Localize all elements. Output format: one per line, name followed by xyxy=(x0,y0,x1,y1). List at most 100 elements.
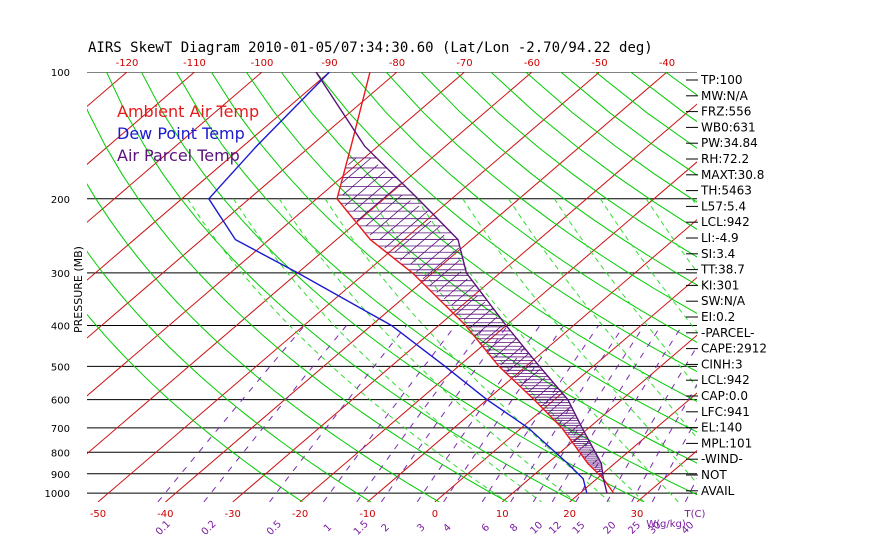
mixing-ratio-line xyxy=(203,325,347,502)
moist-adiabat-line xyxy=(553,198,697,389)
cape-hatch-line xyxy=(493,338,517,359)
mixing-ratio-line xyxy=(322,325,456,502)
mixing-ratio-tick-label: 0.5 xyxy=(265,519,284,538)
mixing-ratio-tick-label: 3 xyxy=(415,522,427,534)
profile-layer xyxy=(207,72,615,494)
cape-hatch-layer xyxy=(337,157,604,478)
dry-adiabat-line xyxy=(665,72,697,96)
isotherm-line xyxy=(0,72,60,502)
sounding-index: LCL:942 xyxy=(701,215,750,229)
pressure-tick-label: 400 xyxy=(51,322,70,333)
sounding-index: TT:38.7 xyxy=(700,263,745,277)
cape-hatch-line xyxy=(480,325,503,345)
pressure-tick-label: 1000 xyxy=(45,489,70,500)
bottom-temp-tick-label: -20 xyxy=(292,509,308,520)
mixing-ratio-line xyxy=(551,325,662,502)
top-temp-tick-label: -50 xyxy=(591,58,607,69)
isotherm-line xyxy=(367,219,697,502)
cape-hatch-line xyxy=(474,316,498,337)
mixing-ratio-tick-label: 1 xyxy=(322,522,334,534)
sounding-index: MAXT:30.8 xyxy=(701,168,764,182)
cape-hatch-line xyxy=(507,353,530,372)
cape-hatch-line xyxy=(379,205,420,240)
legend-entry: Ambient Air Temp xyxy=(117,102,259,121)
legend: Ambient Air Temp Dew Point Temp Air Parcel… xyxy=(117,102,259,165)
pressure-tick-label: 200 xyxy=(51,195,70,206)
sounding-index: PW:34.84 xyxy=(701,136,758,150)
pressure-tick-label: 900 xyxy=(51,470,70,481)
mixing-ratio-tick-label: 1.5 xyxy=(352,519,371,538)
isotherm-line xyxy=(87,72,263,223)
moist-adiabat-line xyxy=(599,198,697,333)
sounding-index: TH:5463 xyxy=(700,184,752,198)
isotherm-line xyxy=(299,161,697,502)
moist-adiabat-line xyxy=(232,198,542,502)
moist-adiabat-line xyxy=(278,198,577,502)
isotherm-line xyxy=(501,334,697,502)
cape-hatch-line xyxy=(547,398,565,414)
isotherm-line xyxy=(87,72,398,339)
cape-hatch-line xyxy=(500,345,523,366)
dry-adiabat-line xyxy=(87,183,440,502)
mixing-ratio-line xyxy=(157,325,305,502)
top-temp-tick-label: -60 xyxy=(524,58,540,69)
sounding-index: RH:72.2 xyxy=(701,152,749,166)
cape-hatch-line xyxy=(365,194,403,227)
top-temp-tick-label: -80 xyxy=(389,58,405,69)
cape-hatch-line xyxy=(410,234,445,265)
cape-hatch-line xyxy=(541,391,559,407)
sounding-index: L57:5.4 xyxy=(701,199,746,213)
profile-line xyxy=(315,72,608,494)
dry-adiabat-line xyxy=(280,72,697,403)
cape-hatch-line xyxy=(515,362,534,379)
top-temp-tick-label: -70 xyxy=(456,58,472,69)
sounding-index: TP:100 xyxy=(700,73,743,87)
cape-hatch-line xyxy=(520,368,541,387)
cape-hatch-line xyxy=(534,383,553,400)
dry-adiabat-line xyxy=(87,107,508,502)
pressure-tick-label: 100 xyxy=(51,68,70,79)
sounding-index: CAP:0.0 xyxy=(701,389,748,403)
moist-adiabat-line xyxy=(462,198,697,485)
sounding-index: EI:0.2 xyxy=(701,310,735,324)
sounding-index: CAPE:2912 xyxy=(701,342,767,356)
cape-hatch-line xyxy=(422,247,460,280)
mixing-ratio-line xyxy=(356,325,486,502)
sounding-index: LCL:942 xyxy=(701,373,750,387)
moist-adiabat-line xyxy=(416,198,679,502)
isotherm-line xyxy=(87,72,330,281)
sounding-index: KI:301 xyxy=(701,278,739,292)
sounding-index: AVAIL xyxy=(701,484,735,498)
isotherm-line xyxy=(87,72,465,397)
isotherm-line xyxy=(87,72,533,455)
top-temp-tick-label: -110 xyxy=(183,58,206,69)
cape-hatch-line xyxy=(384,210,429,249)
cape-hatch-line xyxy=(342,164,379,196)
y-axis-label: PRESSURE (MB) xyxy=(72,246,85,333)
isotherm-line xyxy=(97,72,600,502)
bottom-temp-tick-label: 0 xyxy=(432,509,438,520)
mixing-ratio-line xyxy=(481,325,599,502)
cape-hatch-line xyxy=(554,405,572,421)
moist-adiabat-line xyxy=(370,198,645,502)
mixing-ratio-line xyxy=(575,325,683,502)
isotherm-line xyxy=(569,392,697,502)
cape-hatch-line xyxy=(353,177,394,212)
sounding-index: CINH:3 xyxy=(701,357,743,371)
sounding-index: -PARCEL- xyxy=(701,326,755,340)
cape-hatch-line xyxy=(528,377,546,392)
grid-layer xyxy=(0,72,697,502)
mixing-ratio-line xyxy=(443,325,565,502)
sounding-index: -WIND- xyxy=(701,452,743,466)
isotherm-line xyxy=(232,103,697,502)
cape-hatch-line xyxy=(436,271,462,293)
legend-entry: Dew Point Temp xyxy=(117,124,245,143)
cape-hatch-line xyxy=(429,259,460,287)
mixing-ratio-line xyxy=(532,325,645,502)
mixing-ratio-tick-label: 25 xyxy=(626,520,643,537)
pressure-tick-label: 700 xyxy=(51,424,70,435)
cape-hatch-line xyxy=(416,239,455,273)
